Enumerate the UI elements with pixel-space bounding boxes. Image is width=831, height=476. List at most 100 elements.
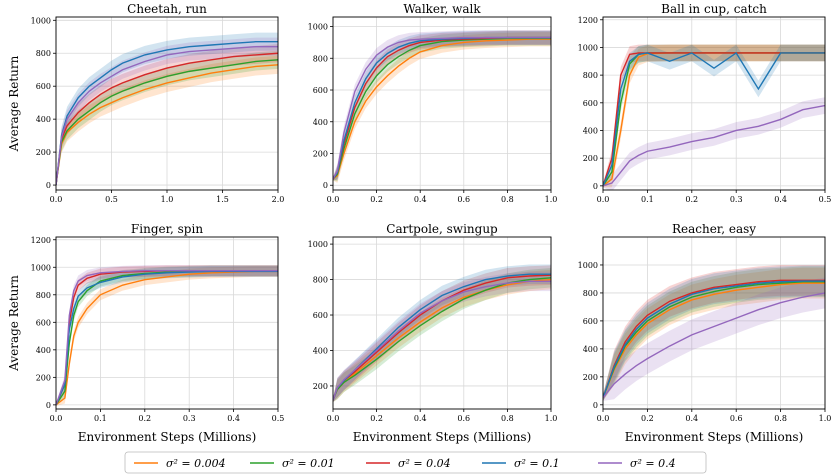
x-tick-label: 0.5 [819, 195, 831, 204]
series-band [603, 44, 825, 188]
y-tick-label: 200 [36, 373, 51, 382]
y-axis-label: Average Return [7, 55, 21, 152]
x-tick-label: 0.1 [641, 195, 654, 204]
x-tick-label: 0.4 [774, 195, 787, 204]
y-tick-label: 1000 [308, 23, 328, 32]
subplot-2: 0.0 0.2 0.4 0.6 0.8 1.0 0 200 400 600 800 1000 Walke… [308, 2, 558, 204]
series-band [333, 31, 551, 182]
series-band [333, 271, 551, 403]
y-tick-label: 400 [583, 126, 598, 135]
x-tick-label: 0.5 [272, 414, 285, 423]
series-line [333, 280, 551, 401]
y-tick-label: 600 [313, 311, 328, 320]
x-axis-label: Environment Steps (Millions) [78, 430, 257, 444]
y-tick-label: 1000 [31, 16, 51, 25]
x-tick-label: 2.0 [272, 195, 285, 204]
axes-frame [55, 236, 279, 410]
series-line [56, 270, 278, 406]
subplot-title: Walker, walk [403, 2, 481, 16]
y-tick-label: 400 [313, 118, 328, 127]
y-tick-label: 800 [583, 289, 598, 298]
x-tick-label: 0.3 [183, 414, 196, 423]
x-axis-label: Environment Steps (Millions) [353, 430, 532, 444]
series-band [333, 32, 551, 183]
y-tick-label: 0 [46, 401, 51, 410]
y-tick-label: 0 [323, 181, 328, 190]
series-band [333, 264, 551, 403]
plot-area [603, 44, 825, 190]
x-tick-label: 0.8 [774, 414, 787, 423]
series-band [56, 55, 278, 187]
x-tick-label: 0.1 [94, 414, 107, 423]
x-tick-label: 0.0 [597, 414, 610, 423]
y-tick-label: 800 [313, 276, 328, 285]
series-band [56, 50, 278, 187]
x-tick-label: 0.8 [501, 195, 514, 204]
x-tick-label: 0.8 [501, 414, 514, 423]
x-tick-label: 1.0 [545, 414, 558, 423]
series-line [603, 282, 825, 399]
x-tick-label: 0.2 [370, 414, 383, 423]
y-tick-label: 0 [593, 401, 598, 410]
y-tick-label: 200 [583, 154, 598, 163]
series-band [56, 265, 278, 406]
y-tick-label: 600 [313, 86, 328, 95]
y-tick-label: 400 [583, 345, 598, 354]
series-band [56, 44, 278, 187]
series-line [603, 292, 825, 399]
subplot-5: 0.0 0.2 0.4 0.6 0.8 1.0 200 400 600 800 1000 Cartpo… [308, 222, 558, 423]
y-tick-label: 1000 [578, 261, 598, 270]
series-line [603, 279, 825, 399]
x-tick-label: 0.6 [730, 414, 743, 423]
plot-area [333, 30, 551, 183]
x-tick-label: 0.0 [597, 195, 610, 204]
series-band [603, 277, 825, 401]
legend: σ² = 0.004 σ² = 0.01 σ² = 0.04 σ² = 0.1 σ² =… [124, 451, 707, 474]
x-tick-label: 0.4 [414, 195, 427, 204]
series-line [603, 51, 825, 187]
series-line [603, 104, 825, 187]
series-band [603, 44, 825, 188]
y-tick-label: 200 [36, 148, 51, 157]
y-tick-label: 0 [593, 182, 598, 191]
x-tick-label: 0.2 [138, 414, 151, 423]
x-tick-label: 0.2 [685, 195, 698, 204]
y-tick-label: 1000 [31, 263, 51, 272]
x-axis-label: Environment Steps (Millions) [625, 430, 804, 444]
x-tick-label: 1.5 [216, 195, 229, 204]
y-axis-label: Average Return [7, 275, 21, 372]
legend-label: σ² = 0.04 [398, 457, 451, 470]
y-tick-label: 400 [313, 346, 328, 355]
x-tick-label: 0.2 [370, 195, 383, 204]
axes-frame [55, 16, 279, 191]
legend-label: σ² = 0.01 [282, 457, 335, 470]
subplot-title: Finger, spin [131, 222, 203, 236]
y-tick-label: 1200 [578, 16, 598, 25]
series-band [603, 267, 825, 401]
series-band [333, 269, 551, 403]
y-tick-label: 400 [36, 115, 51, 124]
subplot-title: Cheetah, run [127, 2, 207, 16]
legend-box [124, 451, 707, 474]
y-tick-label: 600 [583, 99, 598, 108]
series-band [603, 265, 825, 401]
series-band [56, 32, 278, 187]
y-tick-label: 1000 [308, 240, 328, 249]
y-tick-label: 800 [583, 71, 598, 80]
x-tick-label: 1.0 [545, 195, 558, 204]
series-line [333, 38, 551, 180]
y-tick-label: 800 [36, 291, 51, 300]
x-tick-label: 1.0 [819, 414, 831, 423]
series-line [56, 59, 278, 186]
legend-label: σ² = 0.004 [166, 457, 226, 470]
series-line [56, 45, 278, 186]
subplot-title: Ball in cup, catch [661, 2, 767, 16]
x-tick-label: 0.2 [641, 414, 654, 423]
axes-frame [602, 16, 826, 191]
axes-frame [602, 236, 826, 410]
x-tick-label: 0.6 [457, 414, 470, 423]
series-line [56, 64, 278, 186]
plot-area [333, 264, 551, 403]
x-tick-label: 0.4 [414, 414, 427, 423]
